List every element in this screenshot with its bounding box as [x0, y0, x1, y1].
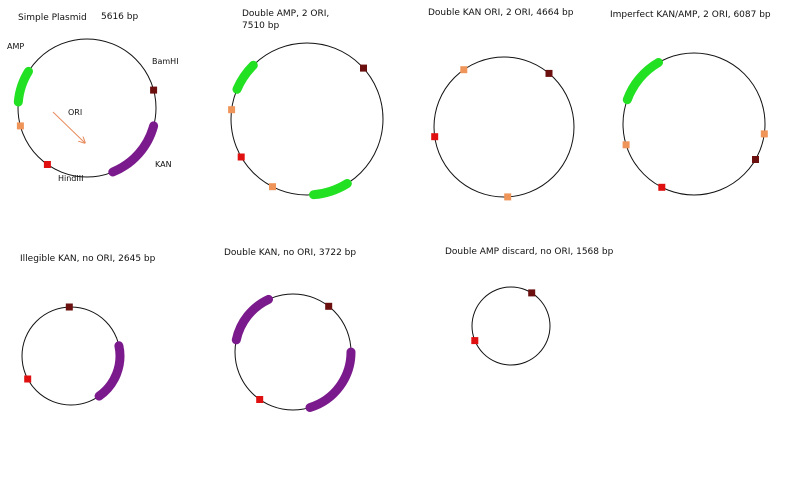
bamhi-site-marker	[65, 303, 73, 311]
hindiii-site-marker	[658, 183, 666, 191]
bamhi-site-marker	[360, 64, 367, 72]
plasmid-4	[622, 52, 768, 196]
kan-gene-arc	[94, 341, 125, 401]
plasmid-1-title: Simple Plasmid	[18, 13, 87, 23]
hindiii-site-marker	[471, 337, 479, 345]
plasmid-2-title: Double AMP, 2 ORI,	[242, 9, 330, 19]
hindiii-site-marker	[237, 153, 245, 161]
ori-label: ORI	[68, 108, 83, 117]
hindiii-label: HindIII	[58, 174, 84, 183]
ori-site-marker	[760, 130, 768, 138]
plasmid-2	[228, 42, 384, 200]
plasmid-7-title: Double AMP discard, no ORI, 1568 bp	[445, 247, 614, 257]
plasmid-1	[13, 38, 159, 178]
plasmid-2-size: 7510 bp	[242, 21, 280, 31]
ori-site-marker	[504, 193, 512, 201]
plasmids-layer	[13, 38, 768, 412]
ori-site-marker	[460, 66, 468, 74]
hindiii-site-marker	[43, 161, 51, 168]
hindiii-site-marker	[431, 133, 439, 141]
bamhi-site-marker	[528, 289, 536, 297]
plasmid-7-backbone	[471, 286, 551, 366]
bamhi-site-marker	[545, 69, 553, 77]
amp-label: AMP	[7, 42, 25, 51]
plasmid-6-title: Double KAN, no ORI, 3722 bp	[224, 248, 357, 258]
ori-site-marker	[269, 183, 276, 191]
bamhi-site-marker	[150, 86, 158, 94]
plasmid-3	[431, 56, 575, 201]
plasmid-1-size: 5616 bp	[101, 12, 139, 22]
plasmid-3-title: Double KAN ORI, 2 ORI, 4664 bp	[428, 8, 574, 18]
plasmid-3-backbone	[433, 56, 575, 198]
plasmid-7	[471, 286, 551, 366]
plasmid-5-title: Illegible KAN, no ORI, 2645 bp	[20, 254, 156, 264]
ori-site-marker	[228, 106, 236, 114]
amp-gene-arc	[13, 66, 33, 107]
plasmid-2-backbone	[230, 42, 384, 196]
bamhi-label: BamHI	[152, 57, 179, 66]
kan-gene-arc	[305, 347, 356, 412]
kan-gene-arc	[231, 294, 273, 345]
plasmid-4-backbone	[622, 52, 766, 196]
amp-gene-arc	[309, 179, 352, 200]
bamhi-site-marker	[752, 156, 759, 163]
plasmid-4-title: Imperfect KAN/AMP, 2 ORI, 6087 bp	[610, 10, 771, 20]
bamhi-site-marker	[325, 302, 333, 310]
plasmid-1-backbone	[17, 38, 157, 178]
ori-direction-arrow	[52, 111, 85, 143]
kan-gene-arc	[108, 121, 159, 177]
plasmid-6	[231, 293, 356, 412]
ori-site-marker	[622, 141, 630, 149]
ori-site-marker	[16, 122, 24, 130]
plasmid-5	[21, 303, 125, 406]
hindiii-site-marker	[256, 396, 264, 403]
amp-gene-arc	[232, 60, 258, 94]
kan-label: KAN	[155, 160, 172, 169]
hindiii-site-marker	[24, 375, 32, 383]
amp-gene-arc	[622, 58, 663, 105]
